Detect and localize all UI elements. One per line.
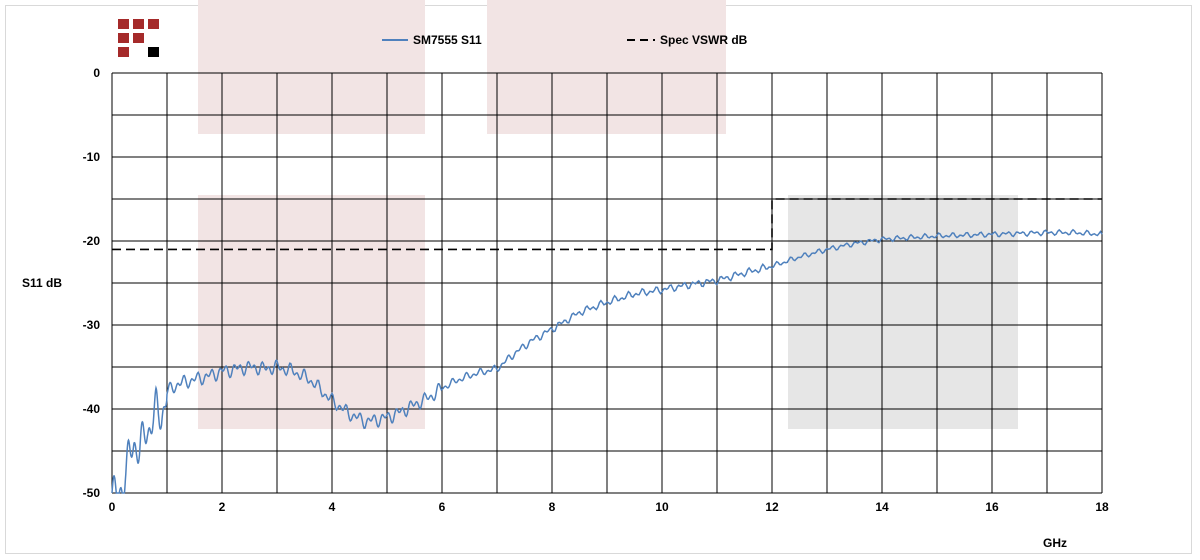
- y-tick-label: -50: [83, 486, 101, 500]
- grid: [111, 72, 1103, 494]
- series-line-s11: [111, 228, 1103, 494]
- x-tick-label: 14: [875, 500, 889, 514]
- series-line-spec: [112, 198, 1102, 251]
- x-tick-label: 8: [549, 500, 556, 514]
- x-tick-label: 12: [765, 500, 779, 514]
- y-tick-label: -10: [83, 150, 101, 164]
- y-tick-label: 0: [93, 66, 100, 80]
- x-tick-label: 18: [1095, 500, 1109, 514]
- series-0: [111, 228, 1103, 494]
- legend: SM7555 S11 Spec VSWR dB: [382, 33, 748, 47]
- pink-band-lower-left: [198, 195, 425, 429]
- background-bands: [198, 0, 1018, 429]
- logo: [118, 19, 159, 57]
- x-tick-label: 6: [439, 500, 446, 514]
- series-1: [112, 198, 1102, 251]
- x-tick-label: 4: [329, 500, 336, 514]
- x-tick-label: 10: [655, 500, 669, 514]
- y-axis-label: S11 dB: [22, 276, 62, 290]
- y-tick-label: -30: [83, 318, 101, 332]
- x-tick-label: 2: [219, 500, 226, 514]
- pink-band-top-left: [198, 0, 425, 134]
- axis-ticks: 0 2 4 6 8 10 12 14 16 18 0 -10 -20 -30 -40 -50: [83, 66, 1109, 514]
- legend-label-spec: Spec VSWR dB: [660, 33, 748, 47]
- y-tick-label: -20: [83, 234, 101, 248]
- grey-band-lower-right: [788, 195, 1018, 429]
- series-layer: [111, 198, 1103, 494]
- y-tick-label: -40: [83, 402, 101, 416]
- x-tick-label: 16: [985, 500, 999, 514]
- x-tick-label: 0: [109, 500, 116, 514]
- legend-label-s11: SM7555 S11: [413, 33, 482, 47]
- x-axis-label: GHz: [1043, 536, 1067, 550]
